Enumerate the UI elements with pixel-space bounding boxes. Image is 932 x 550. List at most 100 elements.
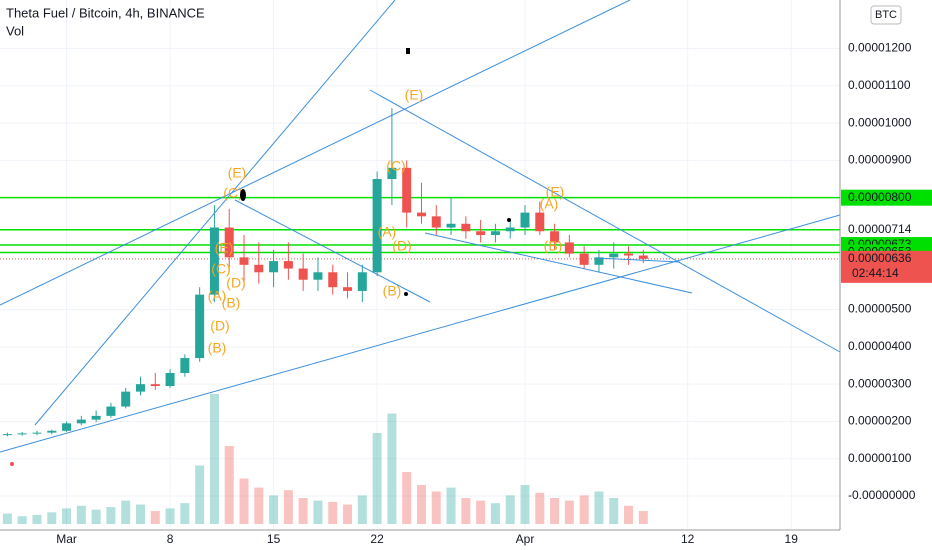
candle-body [594, 257, 604, 265]
wave-label: (E) [215, 240, 234, 256]
candle-body [550, 231, 560, 243]
candle-body [91, 415, 101, 420]
candle-body [446, 223, 456, 228]
volume-bar [121, 500, 131, 524]
candle-body [32, 432, 42, 434]
price-label: 0.00000800 [848, 190, 912, 204]
currency-label[interactable]: BTC [875, 9, 897, 21]
candle-body [638, 255, 648, 259]
volume-bar [165, 508, 175, 524]
candle-body [402, 167, 412, 213]
volume-bar [209, 394, 219, 524]
y-tick-label: 0.00000200 [848, 414, 912, 428]
wave-label: (D) [226, 275, 245, 291]
last-price-label: 0.00000636 [848, 251, 912, 265]
volume-bar [372, 433, 382, 524]
volume-bar [550, 498, 560, 524]
marker [10, 462, 14, 466]
candle-body [224, 227, 234, 258]
volume-bar [239, 478, 249, 524]
wave-label: (B) [222, 295, 241, 311]
volume-bar [505, 495, 515, 524]
candle-body [416, 212, 426, 217]
volume-bar [357, 495, 367, 524]
volume-label: Vol [6, 23, 24, 38]
trendlines [0, 0, 841, 453]
volume-bar [106, 507, 116, 524]
candle-body [535, 212, 545, 232]
volume-bar [402, 472, 412, 524]
volume-bar [180, 503, 190, 524]
wave-label: (C) [223, 185, 242, 201]
marker [240, 189, 246, 201]
y-tick-label: 0.00000900 [848, 153, 912, 167]
wave-label: (E) [405, 87, 424, 103]
volume-bar [343, 504, 353, 524]
volume-bar [32, 514, 42, 524]
price-label-box [841, 189, 932, 206]
volume-bar [490, 503, 500, 524]
wave-label: (B) [208, 340, 227, 356]
last-price-box [841, 250, 932, 283]
candle-body [150, 384, 160, 387]
wave-label: (B) [544, 238, 563, 254]
candle-body [387, 167, 397, 180]
price-label: 0.00000714 [848, 222, 912, 236]
chart-title: Theta Fuel / Bitcoin, 4h, BINANCE [6, 5, 205, 20]
currency-button[interactable] [870, 5, 902, 25]
candle-body [609, 253, 619, 258]
volume-bar [150, 511, 160, 524]
volume-bar [313, 500, 323, 524]
volume-bar [564, 500, 574, 524]
candle-body [624, 253, 634, 256]
volume-bar [476, 500, 486, 524]
candle-body [505, 227, 515, 232]
volume-bar [520, 485, 530, 524]
y-tick-label: 0.00000300 [848, 376, 912, 390]
wave-label: (C) [386, 158, 405, 174]
y-tick-label: -0.00000000 [848, 488, 916, 502]
candle-body [372, 179, 382, 273]
volume-bar [624, 505, 634, 524]
volume-bar [328, 501, 338, 524]
candle-body [490, 231, 500, 235]
marker [406, 48, 410, 54]
trendline [234, 199, 431, 303]
candle-body [269, 261, 279, 273]
wave-label: (A) [208, 288, 227, 304]
candle-body [180, 358, 190, 373]
volume-bar [76, 505, 86, 524]
countdown: 02:44:14 [852, 266, 899, 280]
candle-body [239, 257, 249, 265]
candle-body [76, 419, 86, 424]
volume-bar [62, 508, 72, 524]
y-tick-label: 0.00000100 [848, 451, 912, 465]
volume-bar [2, 513, 12, 524]
candle-body [328, 272, 338, 288]
candle-body [2, 434, 12, 436]
candle-body [62, 423, 72, 431]
trendline [34, 0, 396, 426]
candle-body [476, 231, 486, 235]
y-tick-label: 0.00001100 [848, 78, 911, 92]
volume-bar [446, 487, 456, 524]
trendline [594, 257, 681, 263]
volume-bar [195, 465, 205, 524]
x-tick-label: 19 [785, 532, 799, 546]
volume-bar [461, 498, 471, 524]
marker [404, 292, 408, 296]
wave-label: (E) [546, 184, 565, 200]
candle-body [209, 227, 219, 295]
x-tick-label: Apr [516, 532, 535, 546]
trendline [369, 89, 841, 353]
y-tick-label: 0.00001000 [848, 115, 912, 129]
candle-body [564, 242, 574, 254]
annotations: (E) (C) (E) (C) (A) (D) (B) (E) (C) (D) … [208, 87, 565, 356]
volume-bar [224, 446, 234, 524]
wave-label: (A) [378, 224, 397, 240]
volume-bar [91, 509, 101, 524]
y-tick-label: 0.00001200 [848, 41, 912, 55]
volume-bar [638, 511, 648, 524]
candle-body [579, 253, 589, 265]
